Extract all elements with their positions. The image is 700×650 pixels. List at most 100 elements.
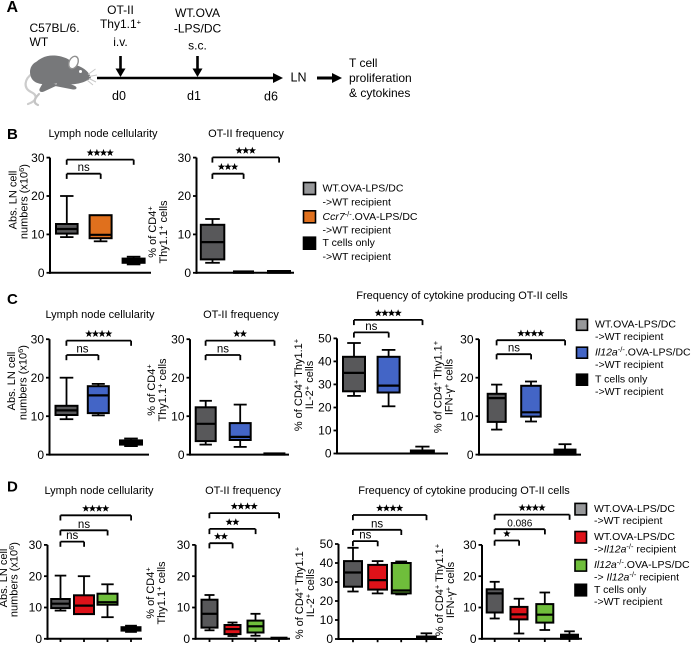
svg-text:0.086: 0.086 [507, 519, 532, 530]
svg-text:Ccr7-/-​.OVA-LPS/DC: Ccr7-/-​.OVA-LPS/DC [323, 209, 418, 223]
svg-text:Thy1.1+​ cells: Thy1.1+​ cells [157, 200, 171, 264]
svg-text:20: 20 [178, 189, 192, 203]
svg-text:D: D [7, 479, 18, 496]
svg-text:WT.OVA: WT.OVA [175, 6, 220, 20]
svg-text:numbers (x106​): numbers (x106​) [17, 164, 31, 239]
svg-text:10: 10 [463, 601, 477, 615]
svg-text:0: 0 [178, 448, 185, 462]
svg-text:Il12a-/-​.OVA-LPS/DC: Il12a-/-​.OVA-LPS/DC [595, 345, 691, 359]
svg-text:d0: d0 [112, 89, 126, 103]
svg-text:ns: ns [508, 343, 520, 355]
svg-text:% of CD4+​ Thy1.1+​: % of CD4+​ Thy1.1+​ [433, 543, 447, 636]
svg-text:WT.OVA-LPS/DC: WT.OVA-LPS/DC [594, 503, 675, 515]
svg-text:WT: WT [30, 35, 49, 49]
svg-text:C: C [7, 291, 18, 308]
svg-text:proliferation: proliferation [349, 71, 412, 85]
svg-text:->WT recipient: ->WT recipient [323, 196, 391, 208]
svg-text:30: 30 [320, 575, 334, 589]
svg-text:-> Il12a-/-​ recipient: -> Il12a-/-​ recipient [594, 570, 679, 584]
svg-text:0: 0 [325, 447, 332, 461]
svg-text:IL-2+​ cells: IL-2+​ cells [302, 360, 316, 409]
svg-text:IFN-γ+​ cells: IFN-γ+​ cells [442, 358, 456, 415]
svg-text:30: 30 [31, 151, 45, 165]
svg-text:->WT recipient: ->WT recipient [323, 225, 391, 237]
svg-text:0: 0 [184, 266, 191, 280]
svg-text:s.c.: s.c. [188, 39, 207, 53]
svg-text:ns: ns [78, 519, 90, 531]
svg-text:->WT recipient: ->WT recipient [323, 251, 391, 263]
svg-text:-LPS/DC: -LPS/DC [174, 22, 222, 36]
svg-text:% of CD4+​ Thy1.1+​: % of CD4+​ Thy1.1+​ [293, 546, 307, 639]
svg-text:WT.OVA-LPS/DC: WT.OVA-LPS/DC [595, 319, 676, 331]
svg-text:OT-II frequency: OT-II frequency [208, 128, 284, 140]
svg-text:T cell: T cell [349, 56, 377, 70]
svg-text:numbers (x106​): numbers (x106​) [7, 542, 21, 617]
svg-text:Thy1.1+​ cells: Thy1.1+​ cells [155, 561, 169, 625]
svg-text:Abs. LN cell: Abs. LN cell [7, 171, 19, 230]
svg-text:20: 20 [460, 371, 474, 385]
svg-text:T cells only: T cells only [594, 584, 647, 596]
svg-text:->WT recipient: ->WT recipient [595, 359, 663, 371]
svg-text:Frequency of cytokine producin: Frequency of cytokine producing OT-II ce… [358, 485, 570, 497]
svg-text:0: 0 [183, 632, 190, 645]
svg-text:30: 30 [463, 538, 477, 552]
svg-text:20: 20 [29, 569, 43, 583]
svg-text:50: 50 [320, 537, 334, 551]
svg-text:20: 20 [31, 371, 45, 385]
svg-text:Abs. LN cell: Abs. LN cell [6, 352, 18, 411]
svg-text:T cells only: T cells only [323, 237, 376, 249]
svg-text:20: 20 [177, 569, 191, 583]
svg-text:% of CD4+​ Thy1.1+​: % of CD4+​ Thy1.1+​ [431, 340, 445, 433]
svg-text:% of CD4+​: % of CD4+​ [145, 364, 159, 416]
svg-text:->WT recipient: ->WT recipient [595, 331, 663, 343]
svg-text:& cytokines: & cytokines [349, 86, 410, 100]
svg-text:20: 20 [320, 594, 334, 608]
svg-text:0: 0 [326, 632, 333, 645]
svg-text:20: 20 [463, 569, 477, 583]
svg-text:OT-II: OT-II [107, 3, 134, 17]
svg-text:->WT recipient: ->WT recipient [594, 596, 662, 608]
svg-text:OT-II frequency: OT-II frequency [203, 309, 279, 321]
svg-text:10: 10 [178, 228, 192, 242]
svg-text:d6: d6 [264, 90, 278, 104]
svg-text:30: 30 [31, 332, 45, 346]
svg-text:B: B [7, 126, 18, 143]
svg-text:20: 20 [171, 371, 185, 385]
svg-text:->WT recipient: ->WT recipient [594, 515, 662, 527]
svg-text:30: 30 [177, 538, 191, 552]
svg-text:0: 0 [35, 632, 42, 645]
svg-text:WT.OVA-LPS/DC: WT.OVA-LPS/DC [594, 531, 675, 543]
svg-text:Frequency of cytokine producin: Frequency of cytokine producing OT-II ce… [356, 290, 568, 302]
svg-text:Thy1.1+​: Thy1.1+​ [100, 17, 142, 31]
svg-text:ns: ns [66, 530, 78, 542]
svg-text:WT.OVA-LPS/DC: WT.OVA-LPS/DC [323, 183, 404, 195]
svg-text:Abs. LN cell: Abs. LN cell [0, 549, 10, 608]
svg-text:ns: ns [359, 530, 371, 542]
svg-text:numbers (x106​): numbers (x106​) [16, 345, 30, 420]
svg-text:Thy1.1+​ cells: Thy1.1+​ cells [156, 358, 170, 422]
svg-text:10: 10 [171, 409, 185, 423]
svg-text:OT-II frequency: OT-II frequency [205, 485, 281, 497]
svg-text:10: 10 [31, 409, 45, 423]
svg-text:Il12a-/-​.OVA-LPS/DC: Il12a-/-​.OVA-LPS/DC [594, 558, 690, 572]
svg-text:i.v.: i.v. [113, 35, 127, 49]
svg-text:10: 10 [177, 601, 191, 615]
svg-text:IFN-γ+​ cells: IFN-γ+​ cells [443, 561, 457, 618]
svg-text:% of CD4+​ Thy1.1+​: % of CD4+​ Thy1.1+​ [291, 338, 305, 431]
svg-text:10: 10 [318, 424, 332, 438]
svg-text:0: 0 [470, 632, 477, 645]
svg-text:30: 30 [171, 332, 185, 346]
svg-text:->WT recipient: ->WT recipient [595, 386, 663, 398]
svg-text:40: 40 [318, 355, 332, 369]
svg-text:A: A [7, 0, 19, 16]
svg-text:Lymph node cellularity: Lymph node cellularity [48, 128, 158, 140]
svg-text:0: 0 [38, 266, 45, 280]
svg-text:LN: LN [291, 71, 307, 85]
svg-text:->Il12a-/-​ recipient: ->Il12a-/-​ recipient [594, 542, 676, 556]
svg-text:20: 20 [31, 189, 45, 203]
svg-text:10: 10 [320, 613, 334, 627]
svg-text:10: 10 [31, 228, 45, 242]
svg-text:ns: ns [217, 344, 229, 356]
svg-text:% of CD4+​: % of CD4+​ [144, 567, 158, 619]
svg-text:20: 20 [318, 401, 332, 415]
